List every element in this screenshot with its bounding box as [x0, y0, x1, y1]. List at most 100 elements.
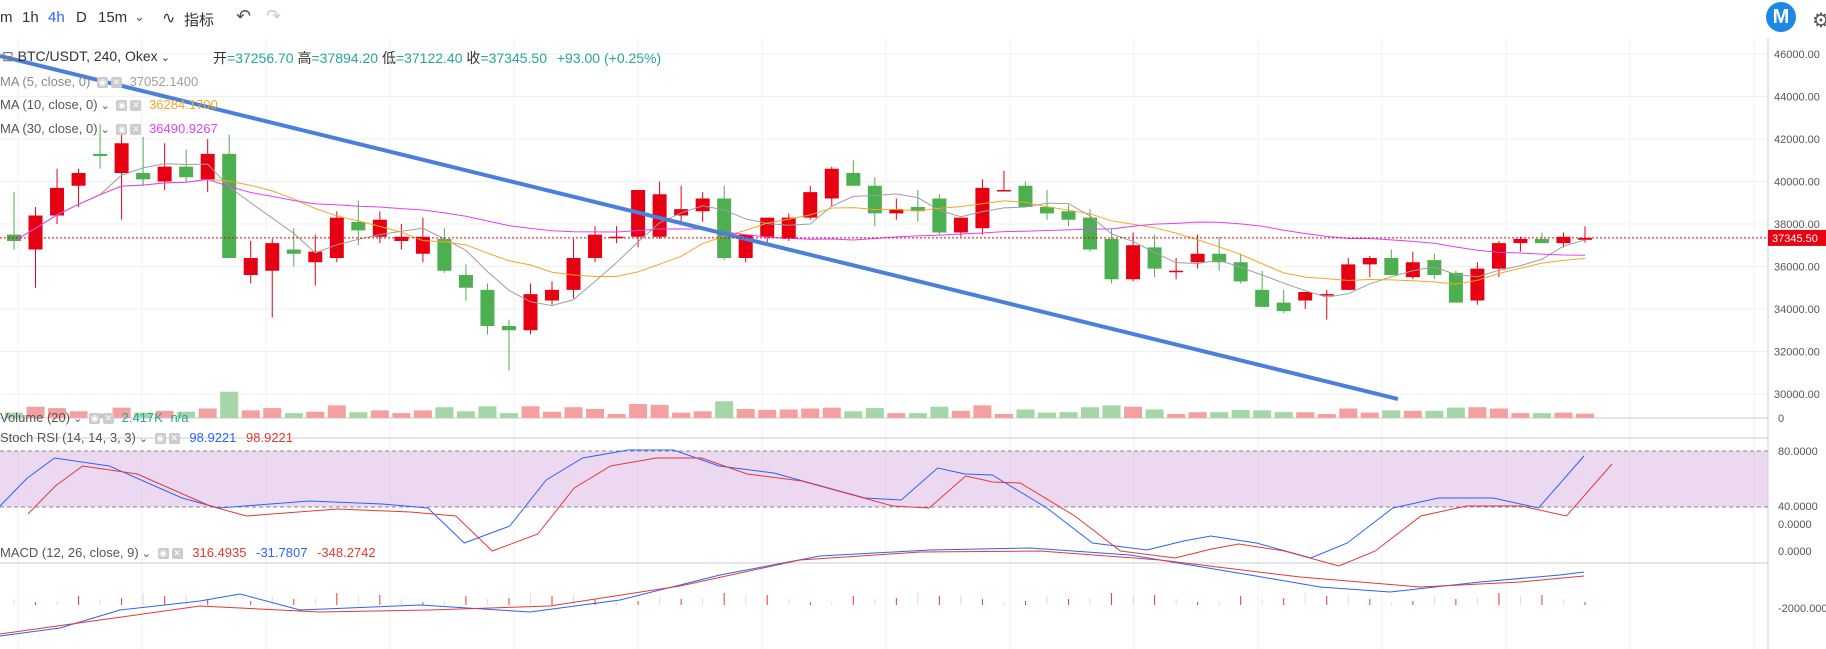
candle-body	[50, 187, 65, 216]
candle-body	[975, 187, 990, 229]
candle-body	[1534, 238, 1549, 244]
volume-bar	[1016, 409, 1035, 418]
ma10-legend[interactable]: MA (10, close, 0) ⌄ ◉ ✕ 36284.1700	[0, 97, 218, 112]
candle-body	[286, 249, 301, 254]
volume-bar	[177, 411, 196, 418]
candle-body	[200, 153, 215, 180]
close-value: =37345.50	[480, 50, 547, 66]
volume-bar	[349, 412, 368, 418]
volume-bar	[1425, 410, 1444, 418]
candle-body	[1212, 253, 1227, 263]
candle-body	[501, 326, 516, 331]
candle-body	[1276, 302, 1291, 312]
redo-icon[interactable]: ↷	[266, 6, 282, 26]
eye-icon[interactable]: ◉	[116, 100, 128, 112]
candle-body	[222, 153, 237, 258]
macd-hist-value: 316.4935	[192, 545, 247, 560]
interval-4h[interactable]: 4h	[48, 9, 65, 26]
volume-bar	[822, 407, 841, 418]
volume-bar	[1317, 414, 1336, 418]
close-icon[interactable]: ✕	[168, 433, 180, 445]
interval-15m[interactable]: 15m	[98, 9, 128, 26]
indicators-icon[interactable]: ∿	[162, 10, 176, 27]
volume-bar	[91, 413, 110, 418]
close-icon[interactable]: ✕	[110, 77, 122, 89]
macd-legend[interactable]: MACD (12, 26, close, 9) ⌄ ◉ ✕ 316.4935 -3…	[0, 545, 376, 560]
eye-icon[interactable]: ◉	[116, 124, 128, 136]
eye-icon[interactable]: ◉	[96, 77, 108, 89]
candle-body	[932, 198, 947, 233]
candle-body	[781, 217, 796, 239]
candle-body	[71, 173, 86, 186]
volume-bar	[1576, 413, 1594, 418]
volume-bar	[801, 408, 820, 418]
eye-icon[interactable]: ◉	[157, 548, 169, 560]
volume-bar	[241, 410, 260, 418]
candle-body	[114, 143, 129, 173]
chevron-down-icon: ⌄	[97, 124, 110, 136]
volume-bar	[930, 406, 949, 418]
volume-bar	[134, 412, 153, 418]
candle-body	[351, 221, 366, 231]
stoch-tick: 40.0000	[1778, 501, 1818, 513]
legend-symbol[interactable]: ⊟ BTC/USDT, 240, Okex ⌄	[2, 48, 170, 64]
candle-body	[1039, 207, 1054, 214]
ma30-legend[interactable]: MA (30, close, 0) ⌄ ◉ ✕ 36490.9267	[0, 121, 218, 136]
ma5-label: MA (5, close, 0)	[0, 74, 91, 89]
volume-bar	[263, 408, 282, 418]
undo-icon[interactable]: ↶	[236, 6, 252, 26]
chevron-down-icon: ⌄	[135, 433, 149, 445]
macd-label: MACD (12, 26, close, 9)	[0, 545, 139, 560]
volume-value: 2.417K	[121, 410, 163, 425]
eye-icon[interactable]: ◉	[89, 413, 100, 425]
stoch-label: Stoch RSI (14, 14, 3, 3)	[0, 430, 136, 445]
volume-bar	[499, 413, 518, 418]
chevron-down-icon: ⌄	[97, 100, 110, 112]
eye-icon[interactable]: ◉	[154, 433, 166, 445]
candle-body	[394, 236, 409, 241]
volume-legend[interactable]: Volume (20) ⌄ ◉ ✕ 2.417K n/a	[0, 410, 189, 425]
open-label: 开	[213, 50, 227, 66]
ma10-line	[13, 178, 1586, 285]
volume-bar	[1253, 410, 1272, 418]
price-tick: 40000.00	[1774, 177, 1820, 189]
volume-bar	[435, 407, 454, 418]
interval-d[interactable]: D	[76, 9, 87, 26]
price-tick: 44000.00	[1774, 92, 1820, 104]
candle-body	[760, 217, 775, 237]
ma10-label: MA (10, close, 0)	[0, 97, 98, 112]
candle-body	[179, 166, 194, 178]
macd-tick: -2000.0000	[1778, 603, 1826, 615]
interval-m[interactable]: m	[0, 9, 13, 26]
stoch-k-value: 98.9221	[189, 430, 237, 445]
last-price-tag	[1768, 229, 1826, 246]
price-tick: 30000.00	[1774, 389, 1820, 401]
candle-body	[308, 251, 323, 263]
volume-bar	[1360, 412, 1379, 418]
macd-line	[0, 547, 1585, 637]
indicators-button[interactable]: 指标	[184, 12, 215, 29]
volume-bar	[1296, 412, 1315, 418]
legend-ohlc: 开=37256.70 高=37894.20 低=37122.40 收=37345…	[213, 48, 661, 68]
ma5-legend[interactable]: MA (5, close, 0) ◉ ✕ 37052.1400	[0, 74, 198, 89]
close-icon[interactable]: ✕	[130, 100, 142, 112]
candle-body	[1384, 258, 1399, 275]
chevron-down-icon: ⌄	[138, 548, 151, 560]
volume-bar	[1231, 409, 1250, 418]
stoch-legend[interactable]: Stoch RSI (14, 14, 3, 3) ⌄ ◉ ✕ 98.9221 98…	[0, 430, 293, 445]
chart-canvas[interactable]: 46000.00 44000.00 42000.00 40000.00 38000.00…	[0, 38, 1826, 649]
close-icon[interactable]: ✕	[130, 124, 142, 136]
interval-1h[interactable]: 1h	[22, 9, 39, 26]
volume-label: Volume (20)	[0, 410, 71, 425]
gear-icon[interactable]: ⚙	[1812, 10, 1826, 32]
price-axis: 46000.00 44000.00 42000.00 40000.00 38000.00…	[1768, 49, 1826, 615]
close-icon[interactable]: ✕	[171, 548, 183, 560]
candle-body	[1427, 260, 1442, 275]
candle-body	[1448, 272, 1463, 303]
close-icon[interactable]: ✕	[103, 413, 114, 425]
chevron-down-icon[interactable]: ⌄	[134, 9, 145, 24]
candle-body	[1233, 262, 1248, 282]
candle-body	[265, 243, 280, 271]
volume-bar	[1403, 410, 1422, 418]
change-value: +93.00 (+0.25%)	[556, 50, 662, 66]
